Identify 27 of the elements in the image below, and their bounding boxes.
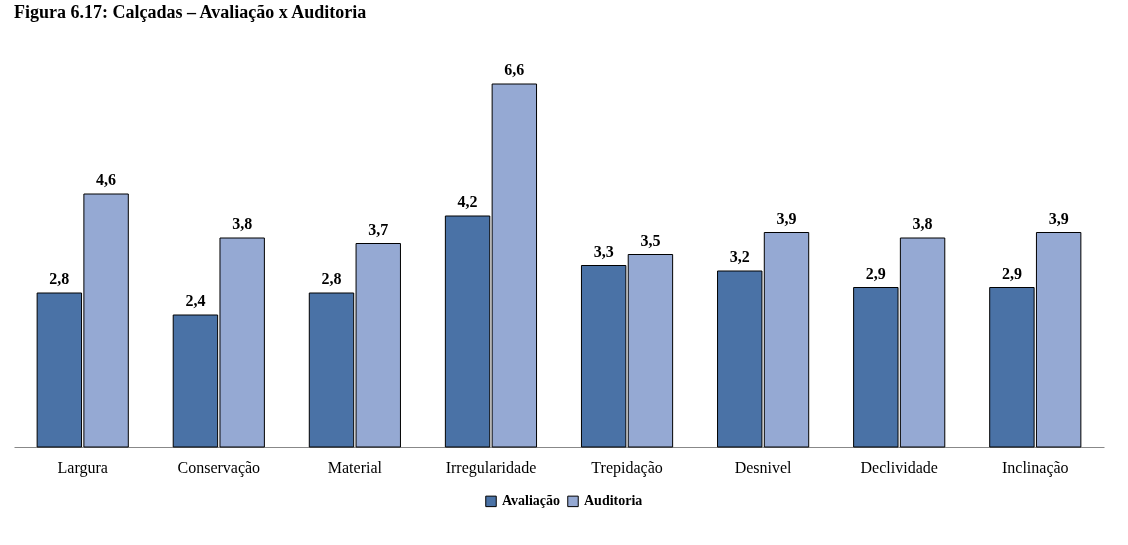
x-tick-label: Material xyxy=(327,458,383,476)
data-label: 2,4 xyxy=(185,292,206,309)
data-label: 3,7 xyxy=(368,220,389,238)
data-label: 2,8 xyxy=(321,270,342,287)
data-label: 2,9 xyxy=(1001,264,1022,282)
data-label: 6,6 xyxy=(504,61,525,78)
data-label: 3,8 xyxy=(232,215,253,232)
data-label: 2,9 xyxy=(865,264,886,282)
data-label: 3,5 xyxy=(640,231,661,249)
x-tick-label: Declividade xyxy=(860,458,938,476)
x-tick-label: Largura xyxy=(57,458,108,477)
x-tick-label: Trepidação xyxy=(591,458,663,477)
x-tick-label: Irregularidade xyxy=(445,458,537,477)
chart-title: Figura 6.17: Calçadas – Avaliação x Auditoria xyxy=(14,2,367,22)
data-label: 3,9 xyxy=(1048,209,1069,227)
data-label: 4,2 xyxy=(457,193,478,210)
data-label: 4,6 xyxy=(96,171,117,188)
x-tick-label: Desnivel xyxy=(734,458,793,476)
legend-label: Auditoria xyxy=(584,493,643,509)
data-label: 2,8 xyxy=(49,270,70,287)
data-label: 3,2 xyxy=(729,248,750,265)
legend-label: Avaliação xyxy=(502,493,561,509)
x-tick-label: Conservação xyxy=(177,458,261,477)
data-label: 3,9 xyxy=(776,209,797,227)
data-label: 3,3 xyxy=(593,242,614,260)
x-tick-label: Inclinação xyxy=(1001,458,1069,477)
data-label: 3,8 xyxy=(912,215,933,232)
